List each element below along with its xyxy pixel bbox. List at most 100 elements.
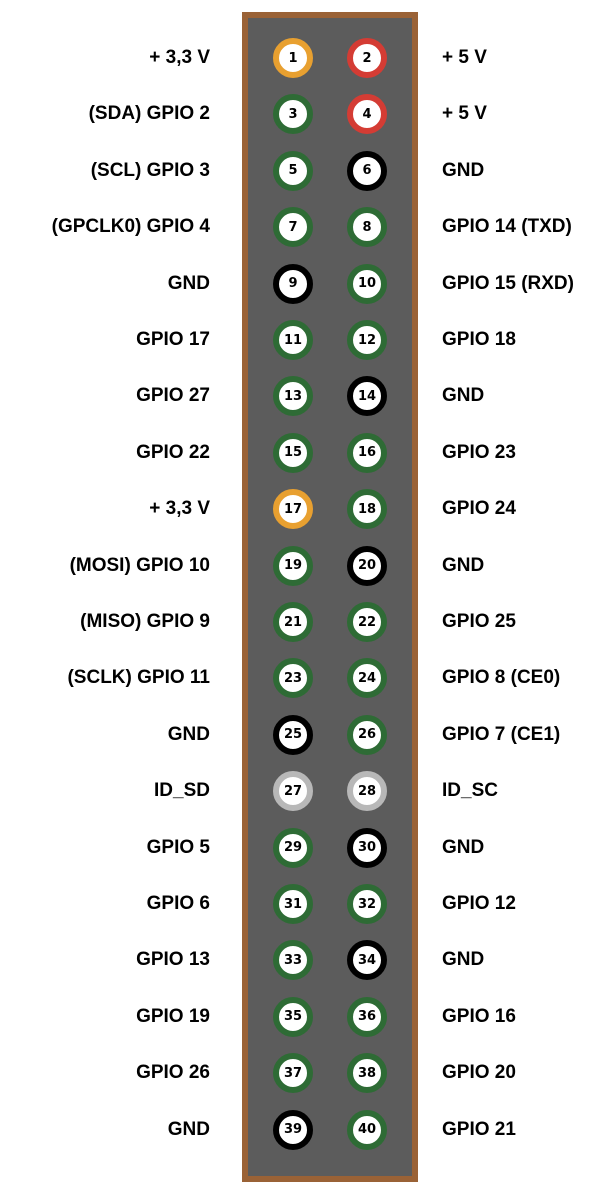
pin-7-icon: 7: [273, 207, 313, 248]
pin-31-icon: 31: [273, 884, 313, 924]
pin-26-icon: 26: [347, 714, 387, 755]
pin-28-label: ID_SC: [442, 780, 498, 802]
pin-37-label: GPIO 26: [136, 1062, 210, 1084]
pin-40-label: GPIO 21: [442, 1118, 516, 1140]
pin-18-icon: 18: [347, 489, 387, 530]
pin-19-label: (MOSI) GPIO 10: [69, 554, 210, 576]
pin-row: (SDA) GPIO 2 3 + 5 V 4: [0, 86, 616, 142]
pin-14-icon: 14: [347, 376, 387, 417]
pin-row: GPIO 5 29 GND 30: [0, 820, 616, 876]
pin-38-icon: 38: [347, 1053, 387, 1094]
pin-10-icon: 10: [347, 263, 387, 304]
pin-row: GPIO 22 15 GPIO 23 16: [0, 425, 616, 481]
pin-2-label: + 5 V: [442, 47, 487, 68]
pin-2-icon: 2: [347, 38, 387, 78]
pin-16-icon: 16: [347, 432, 387, 473]
pin-row: + 3,3 V 17 GPIO 24 18: [0, 481, 616, 537]
pin-24-label: GPIO 8 (CE0): [442, 667, 561, 689]
pin-row: GPIO 13 33 GND 34: [0, 932, 616, 988]
pin-22-icon: 22: [347, 602, 387, 642]
pin-36-icon: 36: [347, 996, 387, 1037]
pin-22-label: GPIO 25: [442, 611, 516, 632]
pin-25-label: GND: [167, 723, 210, 745]
pin-row: GND 9 GPIO 15 (RXD) 10: [0, 256, 616, 312]
pin-33-label: GPIO 13: [136, 949, 210, 971]
pin-16-label: GPIO 23: [442, 441, 516, 463]
pin-10-label: GPIO 15 (RXD): [442, 272, 574, 294]
pin-24-icon: 24: [347, 658, 387, 699]
pin-39-icon: 39: [273, 1109, 313, 1150]
pin-8-icon: 8: [347, 207, 387, 248]
pin-27-icon: 27: [273, 771, 313, 812]
pin-39-label: GND: [167, 1118, 210, 1140]
pin-6-label: GND: [442, 159, 485, 181]
pin-23-icon: 23: [273, 658, 313, 699]
pin-20-label: GND: [442, 554, 485, 576]
pin-row: (SCL) GPIO 3 5 GND 6: [0, 143, 616, 199]
pin-30-label: GND: [442, 836, 485, 858]
pin-33-icon: 33: [273, 940, 313, 981]
pin-3-icon: 3: [273, 94, 313, 135]
pin-25-icon: 25: [273, 714, 313, 755]
pin-15-label: GPIO 22: [136, 441, 210, 463]
pin-31-label: GPIO 6: [146, 893, 210, 914]
pin-23-label: (SCLK) GPIO 11: [67, 667, 210, 689]
pin-3-label: (SDA) GPIO 2: [88, 103, 210, 125]
pin-30-icon: 30: [347, 827, 387, 868]
pin-12-label: GPIO 18: [442, 329, 516, 350]
pin-34-icon: 34: [347, 940, 387, 981]
pin-row: GPIO 17 11 GPIO 18 12: [0, 312, 616, 368]
pin-1-label: + 3,3 V: [149, 47, 210, 68]
pin-20-icon: 20: [347, 545, 387, 586]
pin-row: GPIO 19 35 GPIO 16 36: [0, 989, 616, 1045]
pin-32-icon: 32: [347, 884, 387, 924]
pin-row: GND 25 GPIO 7 (CE1) 26: [0, 707, 616, 763]
pin-row: ID_SD 27 ID_SC 28: [0, 763, 616, 819]
pin-21-icon: 21: [273, 602, 313, 642]
pin-15-icon: 15: [273, 432, 313, 473]
pin-35-label: GPIO 19: [136, 1005, 210, 1027]
pin-38-label: GPIO 20: [442, 1062, 516, 1084]
pin-row: + 3,3 V 1 + 5 V 2: [0, 30, 616, 86]
pin-row: GPIO 27 13 GND 14: [0, 368, 616, 424]
pin-9-label: GND: [167, 272, 210, 294]
pin-28-icon: 28: [347, 771, 387, 812]
pin-12-icon: 12: [347, 320, 387, 360]
pin-9-icon: 9: [273, 263, 313, 304]
pin-row: (SCLK) GPIO 11 23 GPIO 8 (CE0) 24: [0, 650, 616, 706]
pin-34-label: GND: [442, 949, 485, 971]
pin-17-icon: 17: [273, 489, 313, 530]
pin-4-label: + 5 V: [442, 103, 487, 125]
pin-35-icon: 35: [273, 996, 313, 1037]
pin-13-icon: 13: [273, 376, 313, 417]
pin-13-label: GPIO 27: [136, 385, 210, 407]
pin-40-icon: 40: [347, 1109, 387, 1150]
pin-11-icon: 11: [273, 320, 313, 360]
pin-26-label: GPIO 7 (CE1): [442, 723, 561, 745]
pin-37-icon: 37: [273, 1053, 313, 1094]
pin-6-icon: 6: [347, 150, 387, 191]
pin-14-label: GND: [442, 385, 485, 407]
pin-5-icon: 5: [273, 150, 313, 191]
pin-1-icon: 1: [273, 38, 313, 78]
pin-29-label: GPIO 5: [146, 836, 210, 858]
pin-row: GPIO 26 37 GPIO 20 38: [0, 1045, 616, 1101]
pin-row: (GPCLK0) GPIO 4 7 GPIO 14 (TXD) 8: [0, 199, 616, 255]
pin-row: GPIO 6 31 GPIO 12 32: [0, 876, 616, 932]
pin-11-label: GPIO 17: [136, 329, 210, 350]
pin-row: (MOSI) GPIO 10 19 GND 20: [0, 538, 616, 594]
pin-32-label: GPIO 12: [442, 893, 516, 914]
pin-18-label: GPIO 24: [442, 498, 516, 520]
pin-27-label: ID_SD: [154, 780, 210, 802]
pin-8-label: GPIO 14 (TXD): [442, 216, 572, 238]
gpio-header-board: [242, 12, 418, 1182]
pin-36-label: GPIO 16: [442, 1005, 516, 1027]
pin-row: (MISO) GPIO 9 21 GPIO 25 22: [0, 594, 616, 650]
pin-5-label: (SCL) GPIO 3: [90, 159, 210, 181]
pin-21-label: (MISO) GPIO 9: [80, 611, 210, 632]
pin-19-icon: 19: [273, 545, 313, 586]
pin-29-icon: 29: [273, 827, 313, 868]
pin-7-label: (GPCLK0) GPIO 4: [51, 216, 210, 238]
pin-17-label: + 3,3 V: [149, 498, 210, 520]
pin-4-icon: 4: [347, 94, 387, 135]
